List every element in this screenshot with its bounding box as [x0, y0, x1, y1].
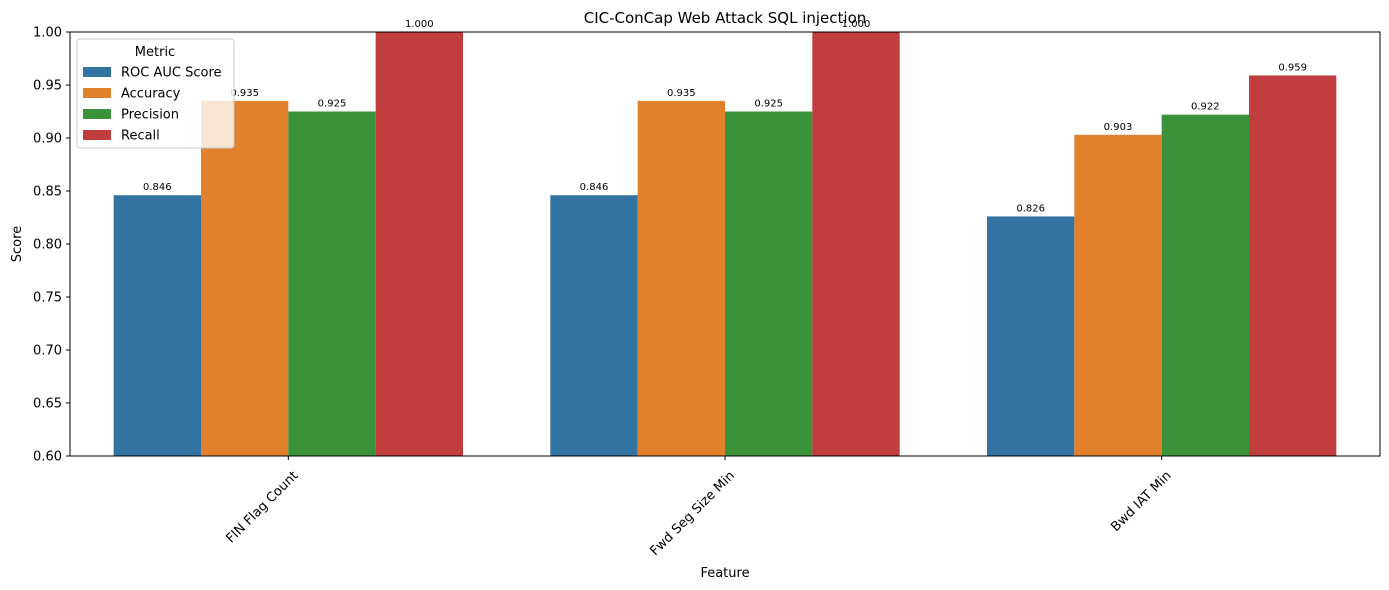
x-axis-label: Feature [700, 566, 749, 581]
legend-swatch [83, 88, 111, 98]
y-tick-label: 0.80 [33, 238, 62, 253]
bar-value-label: 0.959 [1278, 62, 1307, 73]
legend-title: Metric [135, 45, 175, 60]
y-tick-label: 0.75 [33, 291, 62, 306]
x-tick-label: Fwd Seg Size Min [648, 468, 739, 559]
bar [550, 195, 638, 457]
chart-title: CIC-ConCap Web Attack SQL injection [584, 9, 867, 27]
bar-group [113, 32, 1337, 457]
x-axis: FIN Flag Count Fwd Seg Size Min Bwd IAT Mi… [223, 456, 1175, 559]
y-tick-label: 0.90 [33, 132, 62, 147]
y-tick-label: 0.85 [33, 185, 62, 200]
bar [987, 216, 1075, 456]
legend-label: ROC AUC Score [121, 66, 222, 81]
bar-label-group: 0.846 0.846 0.826 0.935 0.935 0.903 0.925 0.925… [143, 19, 1307, 214]
bar-value-label: 0.935 [667, 88, 696, 99]
legend-label: Accuracy [121, 87, 181, 102]
y-tick-label: 1.00 [33, 26, 62, 41]
bar [812, 32, 900, 456]
bar [1074, 134, 1162, 456]
bar [1161, 114, 1249, 457]
bar-value-label: 0.925 [754, 99, 783, 110]
bar-value-label: 1.000 [405, 19, 434, 30]
legend-swatch [83, 109, 111, 119]
x-tick-label: FIN Flag Count [223, 468, 301, 546]
y-tick-label: 0.70 [33, 344, 62, 359]
legend-label: Precision [121, 108, 179, 123]
legend-label: Recall [121, 129, 160, 144]
bar [375, 32, 463, 456]
y-axis-label: Score [10, 226, 25, 262]
bar [1249, 75, 1337, 457]
bar-value-label: 0.925 [318, 99, 347, 110]
bar-value-label: 0.935 [230, 88, 259, 99]
y-tick-label: 0.65 [33, 397, 62, 412]
y-tick-label: 0.60 [33, 450, 62, 465]
bar [725, 111, 813, 456]
bar-value-label: 0.846 [580, 182, 609, 193]
y-axis: 0.60 0.65 0.70 0.75 0.80 0.85 0.90 0.95 1.00 [33, 26, 70, 465]
bar-value-label: 0.846 [143, 182, 172, 193]
bar-value-label: 0.922 [1191, 102, 1220, 113]
bar [201, 100, 289, 457]
legend-box [76, 38, 235, 149]
x-tick-label: Bwd IAT Min [1108, 468, 1174, 534]
legend: Metric ROC AUC Score Accuracy Precision Rec… [76, 38, 235, 149]
bar-value-label: 0.903 [1104, 122, 1133, 133]
bar [113, 195, 201, 457]
bar [637, 100, 725, 457]
legend-swatch [83, 67, 111, 77]
bar [288, 111, 376, 456]
legend-swatch [83, 130, 111, 140]
bar-value-label: 1.000 [842, 19, 871, 30]
bar-value-label: 0.826 [1016, 203, 1045, 214]
y-tick-label: 0.95 [33, 79, 62, 94]
